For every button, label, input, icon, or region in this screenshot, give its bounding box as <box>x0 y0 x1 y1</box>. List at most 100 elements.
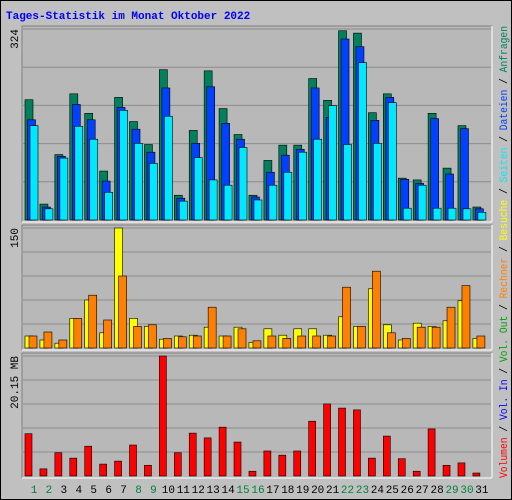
x-tick-label: 28 <box>431 485 444 497</box>
bar <box>328 105 337 221</box>
bar <box>267 335 277 349</box>
x-tick-label: 24 <box>371 485 385 497</box>
bar <box>358 62 367 221</box>
bar <box>237 328 247 349</box>
x-tick-label: 25 <box>386 485 399 497</box>
bar <box>283 171 293 221</box>
bar <box>222 335 232 349</box>
bar <box>461 285 471 349</box>
bar <box>343 144 352 221</box>
bar <box>416 326 426 349</box>
x-tick-label: 2 <box>46 485 53 497</box>
bar <box>417 184 427 221</box>
bar <box>387 332 396 349</box>
bar <box>402 207 412 221</box>
bar <box>103 319 112 349</box>
legend-separator: / <box>499 72 511 89</box>
x-tick-label: 16 <box>251 485 264 497</box>
legend-seiten: Seiten <box>499 148 511 183</box>
bar <box>462 208 472 221</box>
bar <box>472 472 481 477</box>
bar <box>119 110 128 221</box>
bar <box>59 157 69 221</box>
bar <box>476 335 486 349</box>
x-tick-label: 11 <box>177 485 191 497</box>
bar <box>149 163 158 221</box>
bar <box>178 336 187 349</box>
bar <box>431 326 441 349</box>
bar <box>24 433 33 477</box>
chart-title: Tages-Statistik im Monat Oktober 2022 <box>6 11 250 23</box>
bar <box>54 452 63 477</box>
bar <box>338 407 346 477</box>
legend-separator: / <box>499 130 511 147</box>
bar <box>312 335 321 349</box>
x-tick-label: 21 <box>326 485 340 497</box>
bar <box>159 355 167 477</box>
x-tick-label: 22 <box>341 485 354 497</box>
bar <box>192 335 202 349</box>
bar <box>342 286 351 349</box>
bar <box>432 207 442 221</box>
bar <box>88 294 98 349</box>
legend-separator: / <box>499 420 511 437</box>
bar <box>144 464 152 477</box>
bar <box>430 118 439 221</box>
legend: Volumen / Vol. In / Vol. Out / Rechner /… <box>499 26 511 478</box>
x-tick-label: 1 <box>31 485 38 497</box>
x-tick-label: 12 <box>192 485 205 497</box>
x-tick-label: 15 <box>236 485 249 497</box>
legend-besuche: Besuche <box>499 200 511 241</box>
bar <box>104 191 113 221</box>
panel <box>21 352 493 479</box>
x-tick-label: 9 <box>150 485 157 497</box>
x-tick-label: 7 <box>120 485 127 497</box>
bar <box>427 428 436 477</box>
bar <box>74 125 84 221</box>
bar <box>29 125 39 221</box>
bar <box>442 464 451 477</box>
bar <box>188 432 197 477</box>
bar <box>397 458 406 477</box>
bar <box>353 409 361 477</box>
bar <box>293 450 302 477</box>
bar <box>223 184 233 221</box>
legend-separator: / <box>499 240 511 257</box>
x-tick-label: 10 <box>162 485 175 497</box>
bar <box>308 420 316 477</box>
bar <box>282 338 292 349</box>
bar <box>193 157 203 221</box>
x-tick-label: 27 <box>416 485 429 497</box>
legend-vol-in: Vol. In <box>499 379 511 420</box>
x-tick-label: 4 <box>75 485 82 497</box>
bar <box>447 207 457 221</box>
legend-separator: / <box>499 182 511 199</box>
bar <box>253 199 263 221</box>
x-tick-label: 14 <box>221 485 235 497</box>
bar <box>383 435 391 477</box>
bar <box>233 441 242 477</box>
bar <box>357 326 366 349</box>
bar <box>73 318 83 349</box>
bar <box>372 270 381 349</box>
bar <box>58 339 68 349</box>
bar <box>218 426 227 477</box>
x-tick-label: 17 <box>266 485 279 497</box>
x-tick-label: 31 <box>475 485 489 497</box>
bar <box>368 457 376 477</box>
x-tick-label: 13 <box>207 485 220 497</box>
bar <box>129 444 137 477</box>
bar <box>179 200 188 221</box>
bar <box>164 115 173 221</box>
x-tick-label: 26 <box>401 485 414 497</box>
x-tick-label: 3 <box>61 485 68 497</box>
bar <box>148 324 157 349</box>
bar <box>373 143 382 221</box>
bar <box>268 184 278 221</box>
x-tick-label: 8 <box>135 485 142 497</box>
bar <box>477 212 487 221</box>
y-tick-label: 324 <box>10 29 22 49</box>
x-tick-label: 6 <box>105 485 112 497</box>
bar <box>252 340 262 349</box>
bar <box>248 470 257 477</box>
